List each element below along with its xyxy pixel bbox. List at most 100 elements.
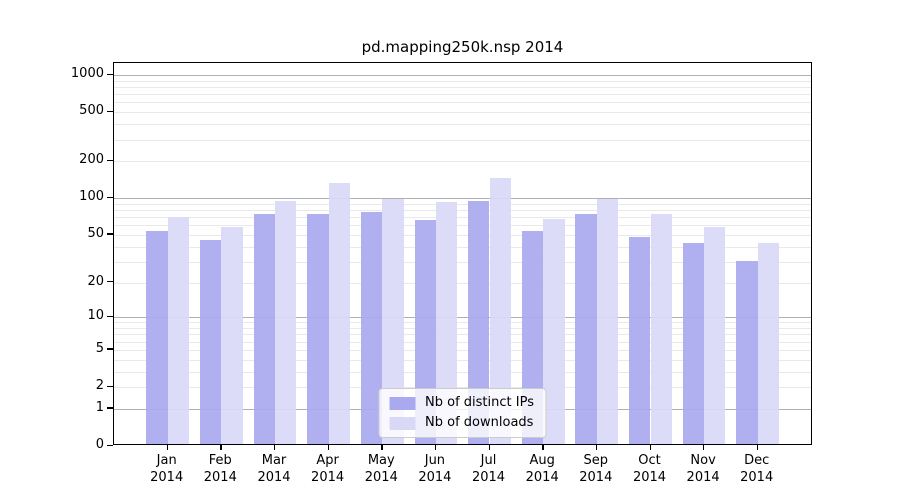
minor-gridline	[114, 322, 811, 324]
x-axis: Jan 2014 Feb 2014 Mar 2014 Apr 2014 May 2014 Jun 20…	[113, 445, 812, 500]
y-axis-tick-label: 1000	[70, 66, 104, 81]
y-axis-tick	[107, 348, 113, 350]
minor-gridline	[114, 261, 811, 263]
minor-gridline	[114, 341, 811, 343]
bar-mar-downloads	[275, 201, 297, 444]
bar-jun-downloads	[435, 202, 458, 444]
y-axis-tick-label: 0	[95, 437, 104, 452]
bar-sep-downloads	[596, 198, 619, 444]
x-axis-tick-label: Mar 2014	[257, 453, 291, 485]
x-axis-tick	[703, 445, 705, 450]
y-axis: 0 1 2 5 10 20 50 100 200 500 1000	[0, 62, 113, 452]
bar-jul-distinct-ips	[468, 200, 490, 444]
y-axis-tick-label: 10	[87, 308, 104, 324]
y-axis-tick	[107, 281, 113, 283]
y-axis-tick	[107, 73, 113, 75]
x-axis-tick	[649, 445, 651, 450]
x-axis-tick	[434, 445, 437, 450]
minor-gridline	[114, 161, 811, 163]
bar-dec-downloads	[757, 243, 780, 444]
x-axis-tick-label: Feb 2014	[203, 453, 237, 485]
major-gridline	[114, 317, 811, 319]
legend-swatch-downloads	[389, 416, 416, 430]
major-gridline	[114, 198, 811, 200]
y-axis-tick-label: 50	[87, 225, 104, 241]
x-axis-tick-label: Nov 2014	[686, 453, 720, 485]
x-axis-tick-label: May 2014	[364, 453, 398, 485]
x-axis-tick	[166, 445, 169, 450]
y-axis-tick	[107, 196, 113, 199]
x-axis-tick-label: Apr 2014	[311, 453, 345, 485]
bar-may-distinct-ips	[360, 212, 383, 444]
y-axis-tick	[107, 385, 113, 387]
bar-apr-distinct-ips	[307, 214, 329, 444]
x-axis-tick-label: Jul 2014	[471, 453, 506, 485]
x-axis-tick-label: Dec 2014	[740, 453, 774, 485]
bar-apr-downloads	[328, 183, 350, 444]
bar-sep-distinct-ips	[575, 213, 597, 444]
minor-gridline	[114, 387, 811, 388]
y-axis-tick	[107, 159, 113, 162]
bar-may-downloads	[382, 198, 404, 444]
x-axis-tick	[274, 445, 276, 450]
x-axis-tick-label: Oct 2014	[632, 453, 667, 485]
minor-gridline	[114, 102, 811, 104]
minor-gridline	[114, 349, 811, 351]
minor-gridline	[114, 246, 811, 248]
minor-gridline	[114, 124, 811, 126]
y-axis-tick	[107, 315, 113, 318]
minor-gridline	[114, 86, 811, 88]
minor-gridline	[114, 80, 811, 82]
minor-gridline	[114, 112, 811, 114]
y-axis-tick-label: 20	[87, 273, 104, 289]
minor-gridline	[114, 225, 811, 227]
bar-mar-distinct-ips	[253, 214, 275, 444]
bar-oct-downloads	[650, 214, 672, 444]
minor-gridline	[114, 210, 811, 211]
y-axis-tick	[107, 110, 113, 112]
minor-gridline	[114, 334, 811, 336]
chart-title: pd.mapping250k.nsp 2014	[361, 38, 564, 56]
bar-nov-distinct-ips	[682, 243, 705, 444]
x-axis-tick	[542, 445, 544, 450]
y-axis-tick-label: 500	[79, 103, 104, 119]
x-axis-tick-label: Jun 2014	[418, 453, 452, 485]
major-gridline	[114, 75, 811, 76]
legend-label-downloads: Nb of downloads	[425, 415, 534, 430]
bar-jan-distinct-ips	[146, 230, 168, 444]
y-axis-tick-label: 2	[95, 378, 104, 393]
x-axis-tick	[595, 445, 598, 450]
bar-feb-downloads	[221, 226, 243, 444]
minor-gridline	[114, 328, 811, 329]
bar-feb-distinct-ips	[199, 239, 222, 444]
y-axis-tick-label: 100	[79, 189, 104, 205]
minor-gridline	[114, 359, 811, 361]
x-axis-tick	[381, 445, 383, 450]
minor-gridline	[114, 234, 811, 236]
legend-label-distinct-ips: Nb of distinct IPs	[425, 395, 534, 410]
x-axis-tick	[488, 445, 490, 450]
bar-aug-downloads	[543, 219, 565, 444]
y-axis-tick-label: 5	[95, 340, 104, 356]
y-axis-tick	[107, 233, 113, 235]
plot-area: Nb of distinct IPs Nb of downloads	[113, 62, 812, 445]
minor-gridline	[114, 203, 811, 205]
legend-entry-distinct-ips: Nb of distinct IPs	[389, 396, 534, 410]
bar-jul-downloads	[489, 178, 511, 444]
minor-gridline	[114, 139, 811, 141]
x-axis-tick	[327, 445, 329, 450]
legend-entry-downloads: Nb of downloads	[389, 416, 534, 430]
y-axis-tick	[107, 407, 113, 409]
bar-jan-downloads	[167, 217, 190, 444]
bar-dec-distinct-ips	[736, 261, 758, 444]
bar-jun-distinct-ips	[414, 219, 436, 444]
bar-oct-distinct-ips	[629, 237, 651, 444]
minor-gridline	[114, 371, 811, 373]
minor-gridline	[114, 282, 811, 284]
y-axis-tick-label: 1	[95, 399, 104, 415]
legend: Nb of distinct IPs Nb of downloads	[378, 388, 547, 438]
minor-gridline	[114, 217, 811, 219]
x-axis-tick-label: Jan 2014	[150, 453, 184, 485]
x-axis-tick	[220, 445, 222, 450]
